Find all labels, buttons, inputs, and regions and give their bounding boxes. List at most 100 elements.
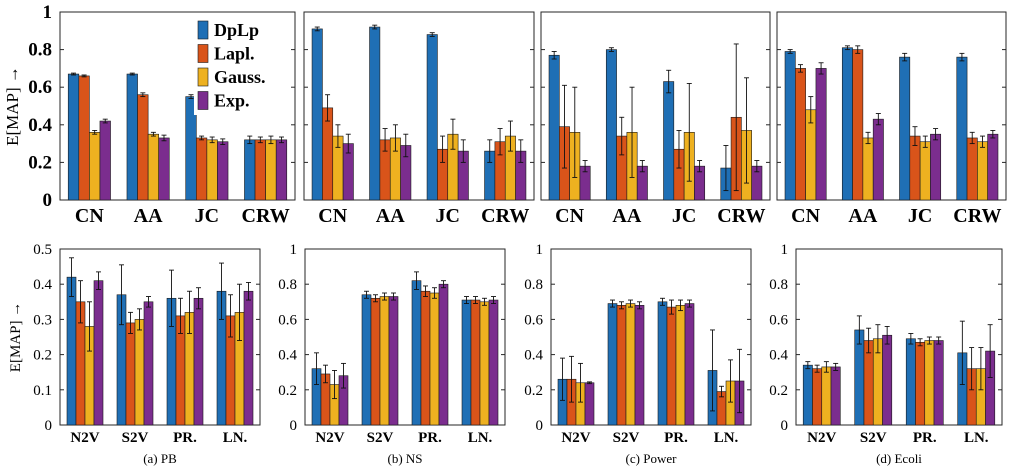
bar-gauss-ln [479,301,490,426]
x-tick-label: CN [75,205,104,227]
chart-bottom-ns: 0 0.2 0.4 0.6 0.8 1 N2V S2V PR. LN. (b) NS [278,242,506,466]
y-tick-label: 0.8 [524,277,543,293]
y-tick-label: 0.5 [33,242,52,258]
bar-lapl-ln [470,299,481,426]
x-tick-label: CN [555,205,584,227]
x-tick-label: AA [612,205,641,227]
x-tick-label: S2V [367,430,394,446]
x-tick-label: AA [134,205,163,227]
y-tick-label: 0 [536,418,544,434]
bar-gauss-aa [862,137,874,201]
chart-bottom-pb: 0 0.1 0.2 0.3 0.4 0.5 N2V S2V PR. LN. (a) PB [33,242,261,466]
bar-dplp-pr [657,301,668,426]
x-tick-label: CRW [242,205,290,227]
bar-exp-n2v [830,366,841,426]
bar-lapl-pr [666,306,677,426]
bar-lapl-crw [254,139,266,201]
y-tick-label: 0.1 [33,383,52,399]
caption-power: (c) Power [626,451,678,466]
legend: DpLp Lapl. Gauss. Exp. [194,17,286,115]
legend-label: Gauss. [214,67,266,87]
x-tick-label: N2V [561,430,590,446]
y-tick-label: 0.4 [33,277,52,293]
x-tick-label: LN. [223,430,248,446]
x-tick-label: CN [791,205,820,227]
y-tick-label: 0.3 [33,312,52,328]
y-tick-label: 0 [45,418,53,434]
x-tick-label: N2V [70,430,99,446]
bar-exp-aa [158,137,170,201]
x-tick-label: CRW [481,205,529,227]
x-tick-label: CRW [953,205,1001,227]
bar-dplp-s2v [607,303,618,426]
y-tick-label: 1 [43,2,53,23]
bar-dplp-pr [411,280,422,426]
y-tick-label: 0.6 [769,312,788,328]
bar-exp-cn [815,68,827,201]
chart-top-ecoli: CN AA JC CRW [776,11,1007,227]
bar-lapl-cn [795,68,806,201]
bar-gauss-n2v [821,366,832,426]
chart-bottom-ecoli: 0 0.2 0.4 0.6 0.8 1 N2V S2V PR. LN. (d) Ecoli [769,242,1003,466]
x-tick-label: AA [376,205,405,227]
x-tick-label: S2V [122,430,149,446]
bar-gauss-s2v [134,319,145,426]
x-tick-label: PR. [173,430,197,446]
x-tick-label: JC [195,205,219,227]
bar-gauss-jc [206,139,218,201]
x-tick-label: CRW [717,205,765,227]
bar-gauss-pr [924,340,935,426]
chart-top-ns: CN AA JC CRW [303,11,535,227]
bar-lapl-s2v [616,305,627,426]
x-tick-label: PR. [664,430,688,446]
bar-dplp-aa [126,73,138,201]
legend-swatch [197,20,209,40]
y-tick-label: 0.4 [769,348,788,364]
bar-exp-ln [488,299,499,426]
x-tick-label: PR. [418,430,442,446]
caption-ecoli: (d) Ecoli [876,451,922,466]
bar-dplp-jc [663,81,675,201]
chart-top-power: CN AA JC CRW [540,11,771,227]
bar-dplp-pr [905,338,916,426]
y-tick-label: 0 [43,190,53,211]
x-tick-label: AA [848,205,877,227]
bar-dplp-ln [461,299,472,426]
bar-exp-pr [438,283,449,426]
bar-dplp-cn [67,73,80,201]
bar-gauss-jc [919,141,931,201]
y-tick-label: 0 [781,418,789,434]
y-tick-label: 1 [290,242,298,258]
y-tick-label: 0.6 [524,312,543,328]
chart-bottom-power: 0 0.2 0.4 0.6 0.8 1 N2V S2V PR. LN. (c) Power [524,242,752,466]
bar-exp-s2v [882,334,893,426]
bar-lapl-cn [78,75,90,201]
y-tick-label: 1 [781,242,789,258]
y-tick-label: 0.2 [33,348,52,364]
bar-gauss-crw [977,141,988,201]
legend-label: DpLp [214,20,259,40]
x-tick-label: PR. [913,430,937,446]
y-axis-label-bottom: E[MAP] → [8,302,24,372]
bar-dplp-jc [899,56,911,201]
bar-dplp-n2v [802,364,813,426]
bar-exp-n2v [584,382,595,426]
bar-gauss-pr [675,305,686,426]
legend-box [194,17,286,115]
bar-exp-jc [217,141,229,201]
bar-gauss-s2v [625,303,636,426]
x-tick-label: S2V [613,430,640,446]
x-tick-label: JC [436,205,460,227]
bar-dplp-s2v [361,294,372,426]
bar-exp-jc [930,133,942,201]
y-axis-label-top: E[MAP] → [3,66,22,146]
x-tick-label: JC [672,205,696,227]
bar-exp-crw [275,139,288,201]
bar-exp-pr [684,303,695,426]
bar-exp-s2v [143,301,154,426]
bar-exp-crw [987,133,999,201]
legend-swatch [197,44,209,63]
bar-lapl-pr [420,290,431,426]
bar-lapl-crw [966,137,978,201]
bar-exp-n2v [93,280,104,426]
